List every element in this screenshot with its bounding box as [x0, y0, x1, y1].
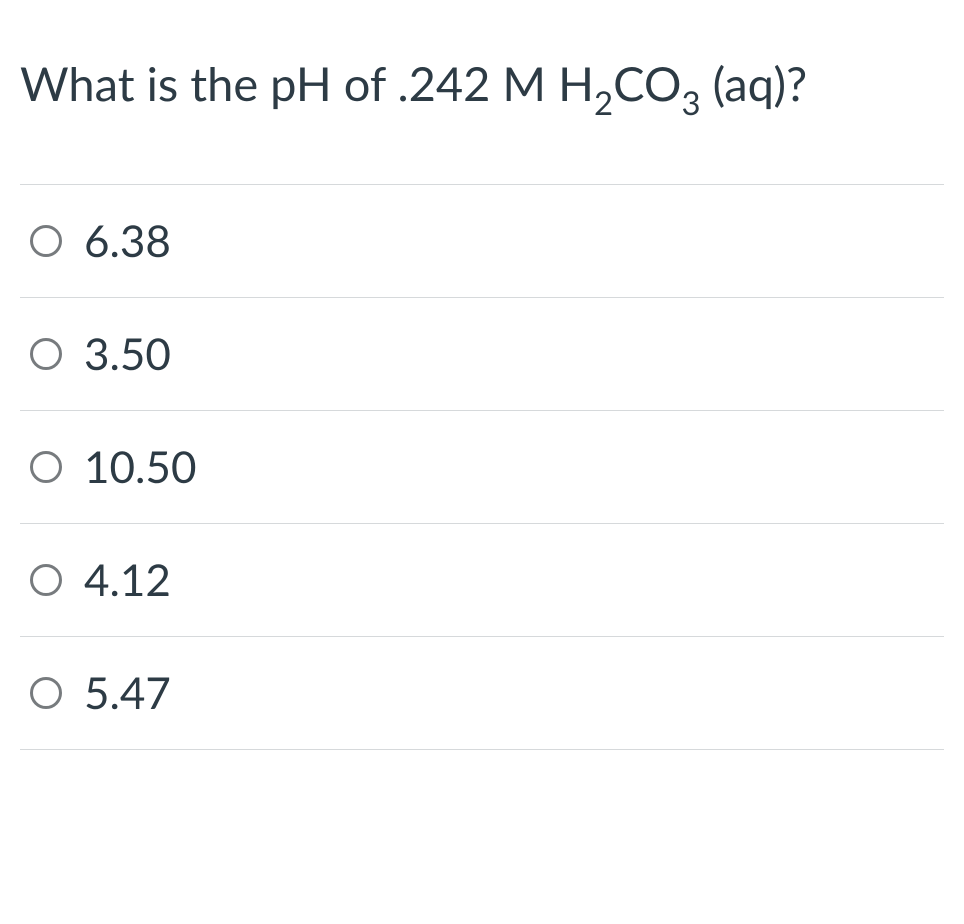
radio-icon[interactable] — [30, 338, 62, 370]
question-text: What is the pH of .242 M H2CO3 (aq)? — [20, 50, 944, 124]
options-list: 6.38 3.50 10.50 4.12 5.47 — [20, 184, 944, 750]
option-row[interactable]: 6.38 — [20, 184, 944, 297]
option-label: 3.50 — [84, 328, 171, 380]
option-row[interactable]: 3.50 — [20, 297, 944, 410]
option-row[interactable]: 5.47 — [20, 636, 944, 750]
radio-icon[interactable] — [30, 677, 62, 709]
radio-icon[interactable] — [30, 451, 62, 483]
option-label: 4.12 — [84, 554, 171, 606]
option-row[interactable]: 4.12 — [20, 523, 944, 636]
option-label: 10.50 — [84, 441, 196, 493]
radio-icon[interactable] — [30, 564, 62, 596]
option-row[interactable]: 10.50 — [20, 410, 944, 523]
radio-icon[interactable] — [30, 225, 62, 257]
option-label: 6.38 — [84, 215, 171, 267]
question-container: What is the pH of .242 M H2CO3 (aq)? 6.3… — [0, 0, 964, 750]
option-label: 5.47 — [84, 667, 171, 719]
